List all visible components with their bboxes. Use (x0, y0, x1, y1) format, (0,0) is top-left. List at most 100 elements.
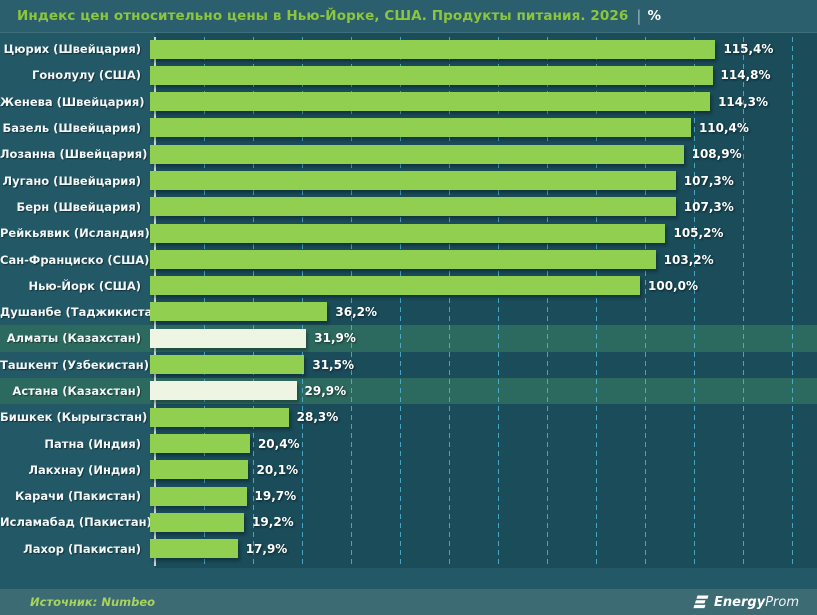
logo-text: EnergyProm (714, 595, 799, 610)
category-label: Рейкьявик (Исландия) (0, 226, 150, 241)
bar-value-label: 100,0% (648, 278, 698, 293)
bar (150, 433, 250, 453)
chart-row: Душанбе (Таджикистан) 36,2% (0, 299, 817, 325)
bar (150, 486, 247, 506)
bar (150, 65, 713, 85)
chart-row: Лахор (Пакистан) 17,9% (0, 536, 817, 562)
bar (150, 118, 691, 138)
chart-row: Гонолулу (США) 114,8% (0, 62, 817, 88)
bar-zone: 17,9% (150, 536, 787, 562)
bar-zone: 103,2% (150, 246, 787, 272)
bar-value-label: 108,9% (691, 147, 742, 162)
logo-text-bold: Energy (714, 594, 766, 610)
bar-zone: 20,1% (150, 457, 787, 483)
bar-value-label: 31,5% (312, 357, 354, 372)
chart-header: Индекс цен относительно цены в Нью-Йорке… (0, 0, 817, 33)
chart-row: Исламабад (Пакистан) 19,2% (0, 509, 817, 535)
chart-footer: Источник: Numbeo EnergyProm (0, 589, 817, 615)
category-label: Ташкент (Узбекистан) (0, 357, 149, 372)
bar-value-label: 114,3% (718, 94, 769, 109)
bar-zone: 114,8% (150, 62, 787, 88)
category-label: Берн (Швейцария) (16, 199, 141, 214)
bar-zone: 105,2% (150, 220, 787, 246)
bar-value-label: 110,4% (698, 121, 749, 136)
bar (150, 460, 249, 480)
category-label: Лахор (Пакистан) (23, 541, 141, 556)
chart-row: Лакхнау (Индия) 20,1% (0, 457, 817, 483)
bar (150, 276, 640, 296)
category-label: Лозанна (Швейцария) (0, 147, 148, 162)
title-separator: | (636, 7, 642, 25)
bar-zone: 115,4% (150, 36, 787, 62)
y-axis-line (154, 37, 156, 566)
chart-row: Карачи (Пакистан) 19,7% (0, 483, 817, 509)
chart-row: Астана (Казахстан) 29,9% (0, 377, 817, 405)
chart-row: Рейкьявик (Исландия) 105,2% (0, 220, 817, 246)
category-label: Душанбе (Таджикистан) (0, 305, 166, 320)
chart-rows: Цюрих (Швейцария) 115,4% Гонолулу (США) 114… (0, 36, 817, 562)
bar-value-label: 36,2% (335, 305, 378, 320)
bar-zone: 108,9% (150, 141, 787, 167)
category-label: Астана (Казахстан) (12, 384, 141, 398)
bar-zone: 29,9% (150, 378, 787, 404)
bar (150, 302, 328, 322)
bar-zone: 107,3% (150, 194, 787, 220)
chart-row: Патна (Индия) 20,4% (0, 430, 817, 456)
bar (150, 92, 711, 112)
source-label: Источник: Numbeo (30, 595, 156, 609)
category-label: Женева (Швейцария) (0, 94, 145, 109)
bar-zone: 19,2% (150, 509, 787, 535)
bar-value-label: 20,1% (256, 462, 299, 477)
energyprom-logo-icon (693, 595, 709, 609)
bar-value-label: 17,9% (245, 541, 288, 556)
bar-value-label: 19,7% (254, 489, 297, 504)
category-label: Сан-Франциско (США) (0, 252, 150, 267)
bar-zone: 107,3% (150, 167, 787, 193)
energyprom-logo: EnergyProm (692, 594, 799, 610)
bar (150, 197, 676, 217)
category-label: Исламабад (Пакистан) (0, 515, 152, 530)
bar-value-label: 115,4% (723, 42, 774, 57)
bar-zone: 20,4% (150, 430, 787, 456)
chart-row: Бишкек (Кырыгзстан) 28,3% (0, 404, 817, 430)
category-label: Патна (Индия) (44, 436, 141, 451)
bar-zone: 19,7% (150, 483, 787, 509)
bar-chart: Цюрих (Швейцария) 115,4% Гонолулу (США) 114… (0, 33, 817, 615)
bar (150, 170, 676, 190)
bar-value-label: 29,9% (304, 384, 347, 398)
chart-row: Ташкент (Узбекистан) 31,5% (0, 352, 817, 378)
bar-zone: 31,5% (150, 352, 787, 378)
category-label: Лугано (Швейцария) (2, 173, 141, 188)
chart-row: Сан-Франциско (США) 103,2% (0, 246, 817, 272)
bar (150, 355, 305, 375)
category-label: Бишкек (Кырыгзстан) (0, 410, 148, 425)
chart-row: Берн (Швейцария) 107,3% (0, 194, 817, 220)
category-label: Карачи (Пакистан) (14, 489, 141, 504)
category-label: Базель (Швейцария) (2, 121, 141, 136)
chart-row: Алматы (Казахстан) 31,9% (0, 325, 817, 352)
bar (150, 539, 238, 559)
category-label: Нью-Йорк (США) (28, 278, 141, 293)
bar-value-label: 103,2% (663, 252, 714, 267)
bar-value-label: 31,9% (314, 331, 356, 346)
bar-zone: 114,3% (150, 89, 787, 115)
bar-zone: 36,2% (150, 299, 787, 325)
category-label: Гонолулу (США) (32, 68, 141, 83)
bar (150, 407, 289, 427)
category-label: Цюрих (Швейцария) (3, 42, 141, 57)
chart-row: Женева (Швейцария) 114,3% (0, 89, 817, 115)
bar-value-label: 20,4% (257, 436, 300, 451)
bar-value-label: 105,2% (673, 226, 724, 241)
bar-zone: 100,0% (150, 273, 787, 299)
bar-zone: 31,9% (150, 325, 787, 351)
chart-row: Нью-Йорк (США) 100,0% (0, 273, 817, 299)
bar-value-label: 107,3% (683, 199, 734, 214)
chart-row: Лозанна (Швейцария) 108,9% (0, 141, 817, 167)
bar-value-label: 114,8% (720, 68, 771, 83)
bar-value-label: 28,3% (296, 410, 339, 425)
bar-zone: 110,4% (150, 115, 787, 141)
category-label: Лакхнау (Индия) (28, 462, 141, 477)
bar (150, 328, 307, 348)
bar (150, 39, 716, 59)
